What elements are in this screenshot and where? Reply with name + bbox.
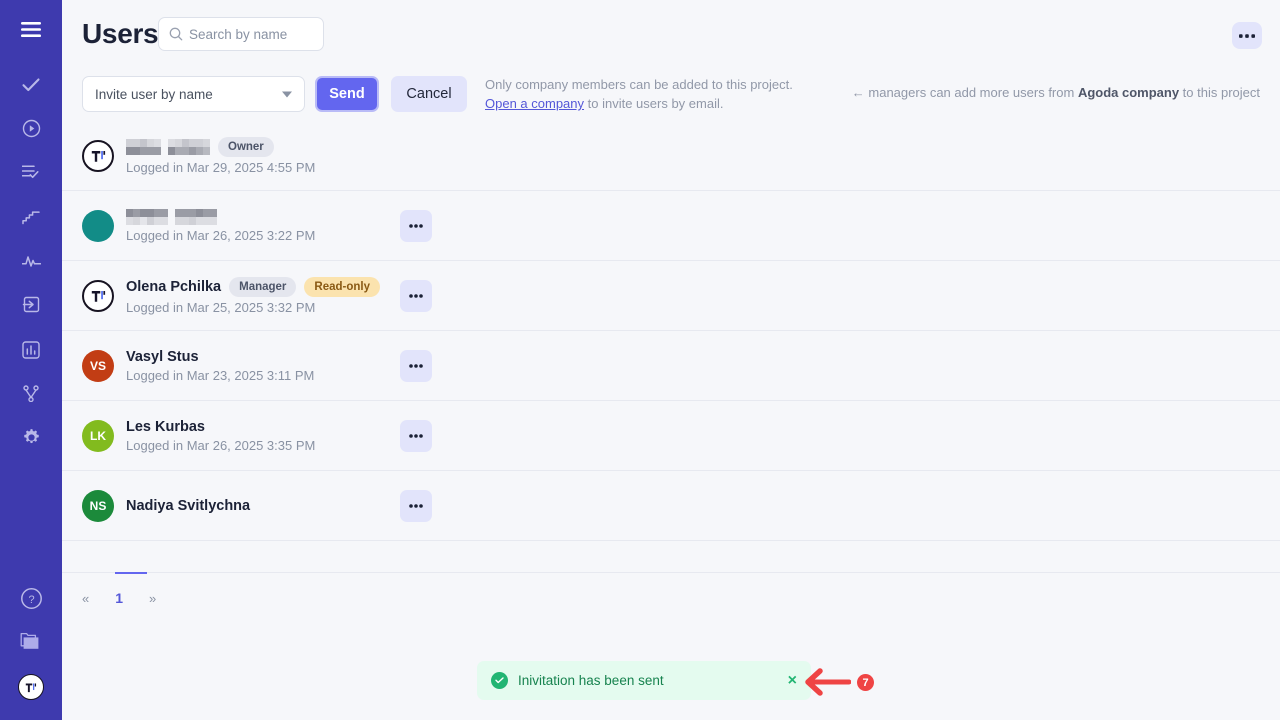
svg-text:?: ? [28,594,34,606]
